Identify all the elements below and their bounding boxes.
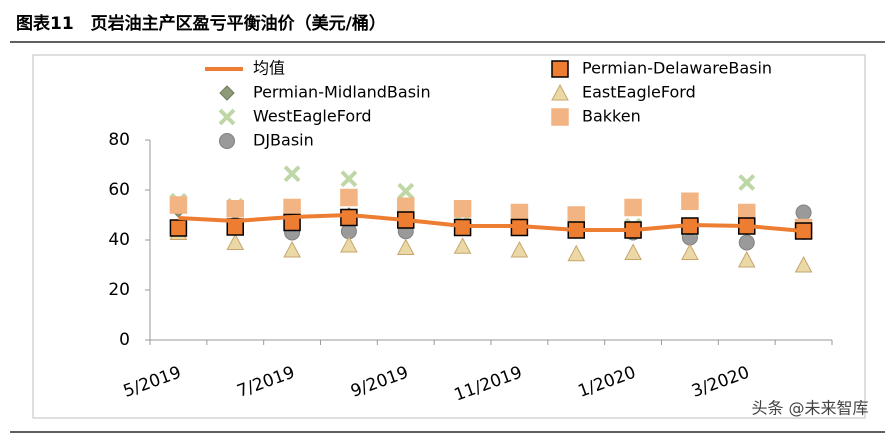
marker-triangle bbox=[681, 243, 699, 260]
marker-triangle bbox=[340, 235, 358, 253]
x-tick-label: 9/2019 bbox=[348, 363, 411, 402]
watermark: 头条 @未来智库 bbox=[751, 399, 868, 418]
marker-triangle bbox=[453, 237, 472, 254]
y-tick-label: 40 bbox=[108, 230, 130, 250]
figure-title: 图表11 页岩油主产区盈亏平衡油价（美元/桶） bbox=[16, 13, 386, 34]
legend-label: EastEagleFord bbox=[582, 83, 696, 102]
marker-square bbox=[567, 206, 585, 224]
marker-triangle bbox=[283, 240, 301, 258]
marker-square bbox=[226, 200, 244, 218]
y-tick-label: 80 bbox=[108, 130, 130, 150]
x-tick-label: 5/2019 bbox=[121, 363, 184, 402]
x-tick-label: 7/2019 bbox=[234, 363, 297, 402]
marker-triangle bbox=[624, 243, 642, 260]
marker-circle bbox=[738, 234, 755, 251]
marker-cross bbox=[738, 174, 756, 191]
x-tick-label: 1/2020 bbox=[575, 363, 638, 402]
marker-circle bbox=[219, 133, 235, 149]
marker-cross bbox=[397, 182, 415, 200]
marker-triangle bbox=[567, 244, 586, 262]
marker-square bbox=[169, 219, 188, 237]
marker-diamond bbox=[219, 85, 235, 101]
marker-triangle bbox=[737, 250, 756, 268]
marker-square bbox=[551, 60, 569, 78]
x-tick-label: 3/2020 bbox=[689, 363, 752, 402]
marker-triangle bbox=[226, 233, 245, 250]
chart-frame bbox=[32, 54, 866, 419]
legend-label: Bakken bbox=[582, 107, 641, 126]
marker-triangle bbox=[551, 83, 569, 101]
marker-square bbox=[453, 200, 472, 218]
marker-triangle bbox=[794, 255, 813, 273]
marker-square bbox=[169, 196, 188, 214]
legend-label: Permian-MidlandBasin bbox=[253, 83, 431, 102]
y-tick-label: 60 bbox=[108, 180, 130, 200]
marker-cross bbox=[218, 108, 236, 126]
marker-cross bbox=[340, 170, 358, 188]
marker-square bbox=[681, 192, 699, 210]
legend-label: Permian-DelawareBasin bbox=[582, 59, 772, 78]
marker-square bbox=[340, 188, 358, 207]
marker-triangle bbox=[510, 240, 529, 258]
marker-circle bbox=[795, 204, 812, 221]
mean-line bbox=[178, 212, 804, 233]
legend-label: 均值 bbox=[253, 59, 285, 78]
marker-square bbox=[510, 203, 529, 222]
y-tick-label: 20 bbox=[108, 280, 130, 300]
legend-label: WestEagleFord bbox=[253, 107, 372, 126]
marker-cross bbox=[283, 165, 301, 183]
marker-triangle bbox=[396, 238, 415, 255]
x-tick-label: 11/2019 bbox=[452, 363, 525, 406]
y-tick-label: 0 bbox=[119, 330, 130, 350]
marker-square bbox=[283, 198, 301, 217]
marker-square bbox=[551, 108, 569, 126]
marker-square bbox=[624, 198, 642, 217]
legend-label: DJBasin bbox=[253, 131, 314, 150]
